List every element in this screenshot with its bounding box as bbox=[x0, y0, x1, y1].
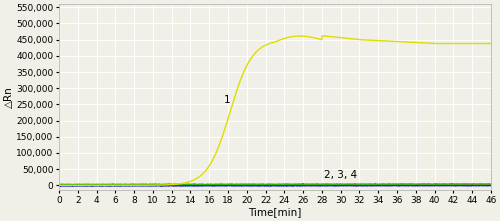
Text: 1: 1 bbox=[224, 95, 231, 105]
Text: 2, 3, 4: 2, 3, 4 bbox=[324, 170, 357, 180]
Y-axis label: △Rn: △Rn bbox=[4, 86, 14, 108]
X-axis label: Time[min]: Time[min] bbox=[248, 208, 302, 217]
